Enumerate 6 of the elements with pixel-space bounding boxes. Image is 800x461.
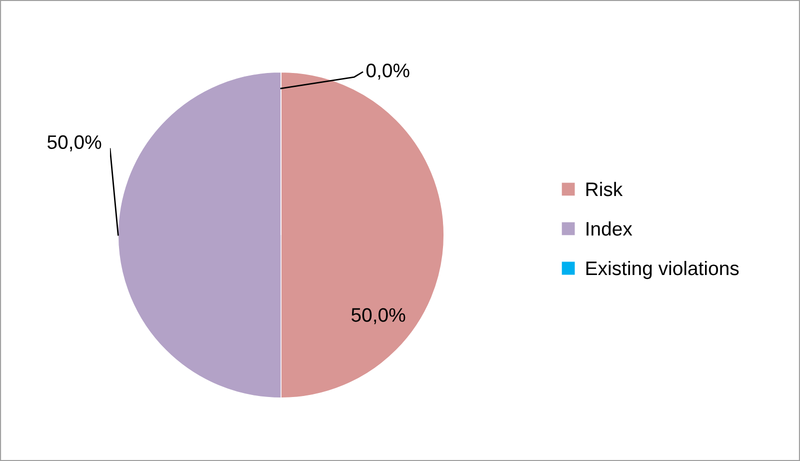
legend-label: Existing violations — [586, 260, 739, 280]
legend-label: Index — [586, 221, 632, 236]
data-label: 50,0% — [352, 308, 406, 324]
data-label: 50,0% — [48, 135, 102, 152]
text: 0,0% — [366, 64, 410, 80]
legend-label: Risk — [586, 182, 623, 196]
